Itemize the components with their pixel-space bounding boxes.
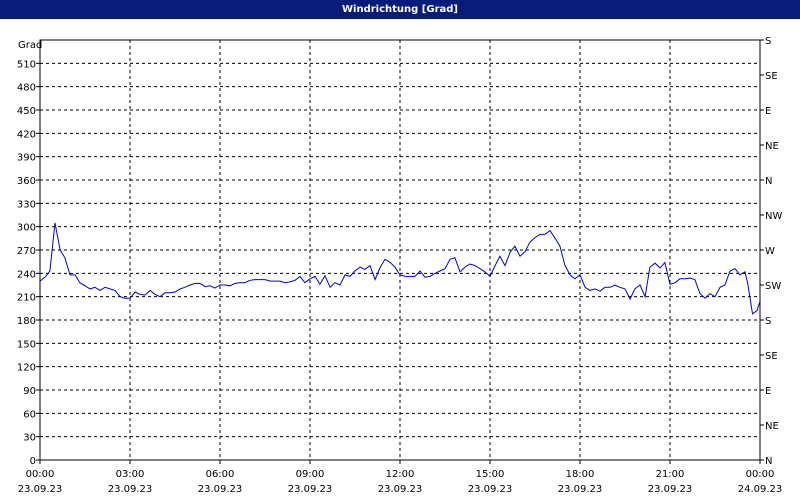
y-axis-label: Grad	[18, 40, 42, 51]
y-tick-label: 30	[23, 433, 36, 444]
x-tick-date: 23.09.23	[468, 484, 513, 495]
x-tick-time: 00:00	[26, 469, 55, 480]
chart-title: Windrichtung [Grad]	[0, 0, 800, 19]
compass-tick-label: NW	[765, 211, 782, 222]
compass-tick-label: NE	[765, 141, 779, 152]
compass-tick-label: NE	[765, 421, 779, 432]
x-tick-date: 23.09.23	[108, 484, 153, 495]
wind-direction-line	[39, 222, 761, 315]
y-tick-label: 270	[17, 246, 36, 257]
y-tick-label: 420	[17, 129, 36, 140]
series	[39, 222, 761, 315]
x-tick-date: 23.09.23	[378, 484, 423, 495]
x-tick-date: 23.09.23	[18, 484, 63, 495]
x-tick-time: 18:00	[566, 469, 595, 480]
x-axis-ticks: 00:00 23.09.23 03:00 23.09.23 06:00 23.09.23 0…	[18, 460, 783, 495]
x-tick-date: 23.09.23	[558, 484, 603, 495]
compass-tick-label: SE	[765, 351, 778, 362]
compass-tick-label: N	[765, 176, 772, 187]
compass-tick-label: E	[765, 106, 771, 117]
x-tick-date: 23.09.23	[288, 484, 333, 495]
y-tick-label: 480	[17, 83, 36, 94]
compass-tick-label: E	[765, 386, 771, 397]
compass-axis-ticks: N NE E SE S SW W NW N NE E SE S	[760, 36, 782, 467]
y-tick-label: 240	[17, 269, 36, 280]
x-tick-time: 09:00	[296, 469, 325, 480]
x-tick-date: 24.09.23	[738, 484, 783, 495]
x-tick-date: 23.09.23	[648, 484, 693, 495]
x-tick-date: 23.09.23	[198, 484, 243, 495]
x-tick-time: 03:00	[116, 469, 145, 480]
x-tick-time: 00:00	[746, 469, 775, 480]
y-tick-label: 0	[30, 456, 36, 467]
y-tick-label: 390	[17, 153, 36, 164]
compass-tick-label: S	[765, 36, 771, 47]
compass-tick-label: S	[765, 316, 771, 327]
y-tick-label: 360	[17, 176, 36, 187]
y-tick-label: 150	[17, 339, 36, 350]
y-tick-label: 90	[23, 386, 36, 397]
y-tick-label: 210	[17, 293, 36, 304]
x-tick-time: 21:00	[656, 469, 685, 480]
y-tick-label: 510	[17, 59, 36, 70]
y-tick-label: 180	[17, 316, 36, 327]
y-tick-label: 300	[17, 223, 36, 234]
compass-tick-label: N	[765, 456, 772, 467]
y-tick-label: 330	[17, 199, 36, 210]
x-tick-time: 12:00	[386, 469, 415, 480]
compass-tick-label: W	[765, 246, 775, 257]
compass-tick-label: SW	[765, 281, 781, 292]
x-tick-time: 06:00	[206, 469, 235, 480]
compass-tick-label: SE	[765, 71, 778, 82]
y-tick-label: 450	[17, 106, 36, 117]
x-tick-time: 15:00	[476, 469, 505, 480]
grid	[40, 40, 760, 460]
y-tick-label: 60	[23, 409, 36, 420]
y-axis-ticks: 0 30 60 90 120 150 180 210 240 270 300 330 360 390 420…	[17, 59, 40, 467]
y-tick-label: 120	[17, 363, 36, 374]
